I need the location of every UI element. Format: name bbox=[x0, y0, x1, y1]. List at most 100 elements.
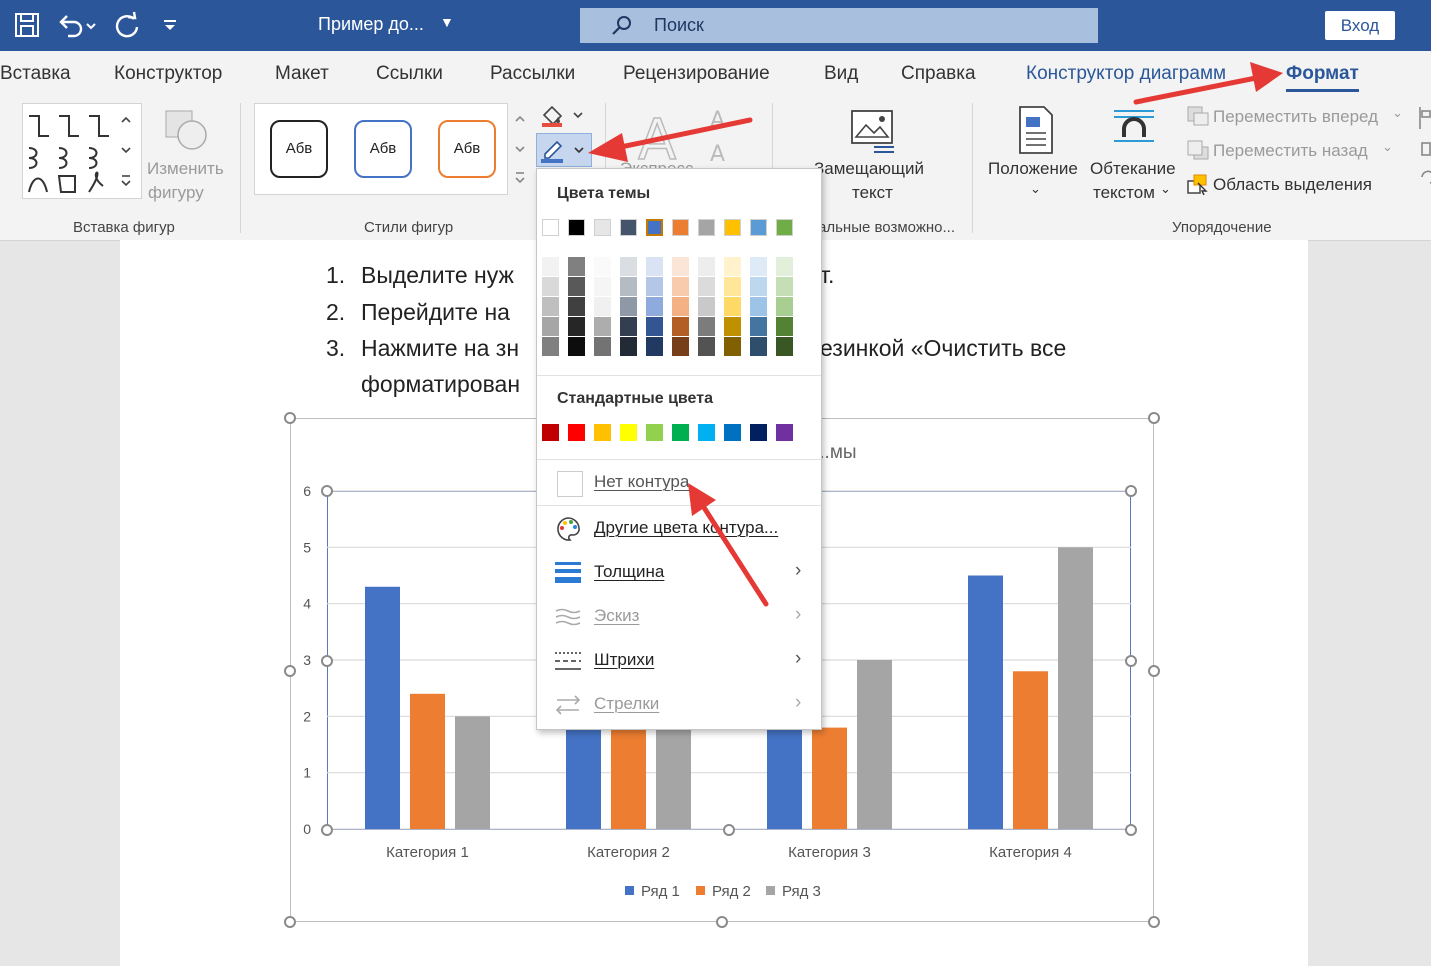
chart-handle[interactable] bbox=[284, 412, 296, 424]
undo-icon[interactable] bbox=[56, 10, 86, 40]
theme-shade-swatch[interactable] bbox=[620, 317, 637, 336]
tab-chart-design[interactable]: Конструктор диаграмм bbox=[1026, 63, 1227, 84]
plot-handle[interactable] bbox=[1125, 824, 1137, 836]
weight-item[interactable]: Толщина › bbox=[537, 551, 821, 595]
bring-forward-label[interactable]: Переместить вперед bbox=[1213, 107, 1379, 126]
standard-color-swatch[interactable] bbox=[776, 424, 793, 441]
tab-mailings[interactable]: Рассылки bbox=[490, 63, 576, 84]
chart-handle[interactable] bbox=[1148, 916, 1160, 928]
alt-text-label-1[interactable]: Замещающий bbox=[814, 159, 925, 178]
plot-handle[interactable] bbox=[1125, 485, 1137, 497]
theme-shade-swatch[interactable] bbox=[620, 337, 637, 356]
plot-handle[interactable] bbox=[1125, 655, 1137, 667]
theme-shade-swatch[interactable] bbox=[594, 297, 611, 316]
align-icons[interactable] bbox=[1416, 103, 1431, 193]
save-icon[interactable] bbox=[12, 10, 42, 40]
theme-shade-swatch[interactable] bbox=[672, 337, 689, 356]
wrap-text-label-1[interactable]: Обтекание bbox=[1090, 159, 1176, 178]
send-backward-dropdown-icon[interactable]: ⌄ bbox=[1382, 139, 1393, 154]
edit-shape-label-1[interactable]: Изменить bbox=[147, 159, 224, 178]
bring-forward-icon[interactable] bbox=[1186, 105, 1210, 127]
no-outline-item[interactable]: Нет контура bbox=[537, 461, 821, 505]
plot-handle[interactable] bbox=[321, 824, 333, 836]
theme-shade-swatch[interactable] bbox=[776, 277, 793, 296]
tab-help[interactable]: Справка bbox=[901, 63, 976, 84]
selection-pane-icon[interactable] bbox=[1186, 173, 1210, 195]
sketch-item[interactable]: Эскиз › bbox=[537, 595, 821, 639]
selection-pane-label[interactable]: Область выделения bbox=[1213, 175, 1372, 194]
theme-shade-swatch[interactable] bbox=[776, 317, 793, 336]
alt-text-label-2[interactable]: текст bbox=[852, 183, 893, 202]
theme-shade-swatch[interactable] bbox=[672, 277, 689, 296]
standard-color-swatch[interactable] bbox=[672, 424, 689, 441]
chart-handle[interactable] bbox=[1148, 412, 1160, 424]
search-box[interactable]: Поиск bbox=[580, 8, 1098, 43]
theme-color-swatch[interactable] bbox=[620, 219, 637, 236]
standard-color-swatch[interactable] bbox=[724, 424, 741, 441]
theme-shade-swatch[interactable] bbox=[672, 297, 689, 316]
tab-layout[interactable]: Макет bbox=[275, 63, 329, 84]
send-backward-label[interactable]: Переместить назад bbox=[1213, 141, 1368, 160]
position-dropdown-icon[interactable]: ⌄ bbox=[1030, 181, 1041, 196]
theme-color-swatch[interactable] bbox=[594, 219, 611, 236]
title-dropdown-icon[interactable]: ▼ bbox=[440, 14, 454, 30]
tab-view[interactable]: Вид bbox=[824, 63, 859, 84]
theme-shade-swatch[interactable] bbox=[542, 277, 559, 296]
document-title[interactable]: Пример до... bbox=[318, 14, 424, 34]
bring-forward-dropdown-icon[interactable]: ⌄ bbox=[1392, 105, 1403, 120]
redo-icon[interactable] bbox=[112, 10, 142, 40]
dashes-item[interactable]: Штрихи › bbox=[537, 639, 821, 683]
arrows-item[interactable]: Стрелки › bbox=[537, 683, 821, 727]
chart-handle[interactable] bbox=[284, 916, 296, 928]
standard-color-swatch[interactable] bbox=[542, 424, 559, 441]
theme-shade-swatch[interactable] bbox=[594, 277, 611, 296]
style-orange-button[interactable]: Абв bbox=[438, 120, 496, 178]
theme-shade-swatch[interactable] bbox=[542, 257, 559, 276]
theme-shade-swatch[interactable] bbox=[542, 337, 559, 356]
theme-shade-swatch[interactable] bbox=[568, 297, 585, 316]
standard-color-swatch[interactable] bbox=[750, 424, 767, 441]
wordart-icon[interactable]: A AA bbox=[628, 103, 768, 167]
theme-shade-swatch[interactable] bbox=[568, 257, 585, 276]
theme-shade-swatch[interactable] bbox=[724, 317, 741, 336]
theme-shade-swatch[interactable] bbox=[750, 297, 767, 316]
standard-color-swatch[interactable] bbox=[646, 424, 663, 441]
theme-shade-swatch[interactable] bbox=[724, 337, 741, 356]
theme-shade-swatch[interactable] bbox=[568, 277, 585, 296]
theme-shade-swatch[interactable] bbox=[646, 277, 663, 296]
more-outline-colors-item[interactable]: Другие цвета контура... bbox=[537, 507, 821, 551]
chart-title[interactable]: ...мы bbox=[814, 442, 857, 463]
theme-shade-swatch[interactable] bbox=[594, 337, 611, 356]
theme-shade-swatch[interactable] bbox=[646, 337, 663, 356]
edit-shape-icon[interactable] bbox=[160, 105, 212, 157]
theme-color-swatch[interactable] bbox=[776, 219, 793, 236]
theme-shade-swatch[interactable] bbox=[698, 277, 715, 296]
theme-shade-swatch[interactable] bbox=[698, 257, 715, 276]
theme-color-swatch[interactable] bbox=[750, 219, 767, 236]
theme-shade-swatch[interactable] bbox=[568, 317, 585, 336]
tab-format[interactable]: Формат bbox=[1286, 63, 1359, 92]
plot-handle[interactable] bbox=[321, 485, 333, 497]
tab-references[interactable]: Ссылки bbox=[376, 63, 443, 84]
theme-shade-swatch[interactable] bbox=[750, 257, 767, 276]
theme-shade-swatch[interactable] bbox=[672, 257, 689, 276]
shape-fill-icon[interactable] bbox=[538, 101, 588, 129]
standard-color-swatch[interactable] bbox=[594, 424, 611, 441]
signin-button[interactable]: Вход bbox=[1325, 11, 1395, 40]
theme-color-swatch[interactable] bbox=[646, 219, 663, 236]
theme-shade-swatch[interactable] bbox=[698, 337, 715, 356]
chart-handle[interactable] bbox=[284, 665, 296, 677]
theme-shade-swatch[interactable] bbox=[750, 317, 767, 336]
theme-shade-swatch[interactable] bbox=[698, 317, 715, 336]
standard-color-swatch[interactable] bbox=[620, 424, 637, 441]
theme-shade-swatch[interactable] bbox=[750, 277, 767, 296]
position-label[interactable]: Положение bbox=[988, 159, 1078, 178]
edit-shape-label-2[interactable]: фигуру bbox=[148, 183, 204, 202]
tab-design[interactable]: Конструктор bbox=[114, 63, 223, 84]
theme-shade-swatch[interactable] bbox=[620, 277, 637, 296]
theme-shade-swatch[interactable] bbox=[568, 337, 585, 356]
wrap-text-label-2[interactable]: текстом bbox=[1093, 183, 1155, 202]
theme-shade-swatch[interactable] bbox=[724, 257, 741, 276]
theme-color-swatch[interactable] bbox=[724, 219, 741, 236]
standard-color-swatch[interactable] bbox=[568, 424, 585, 441]
